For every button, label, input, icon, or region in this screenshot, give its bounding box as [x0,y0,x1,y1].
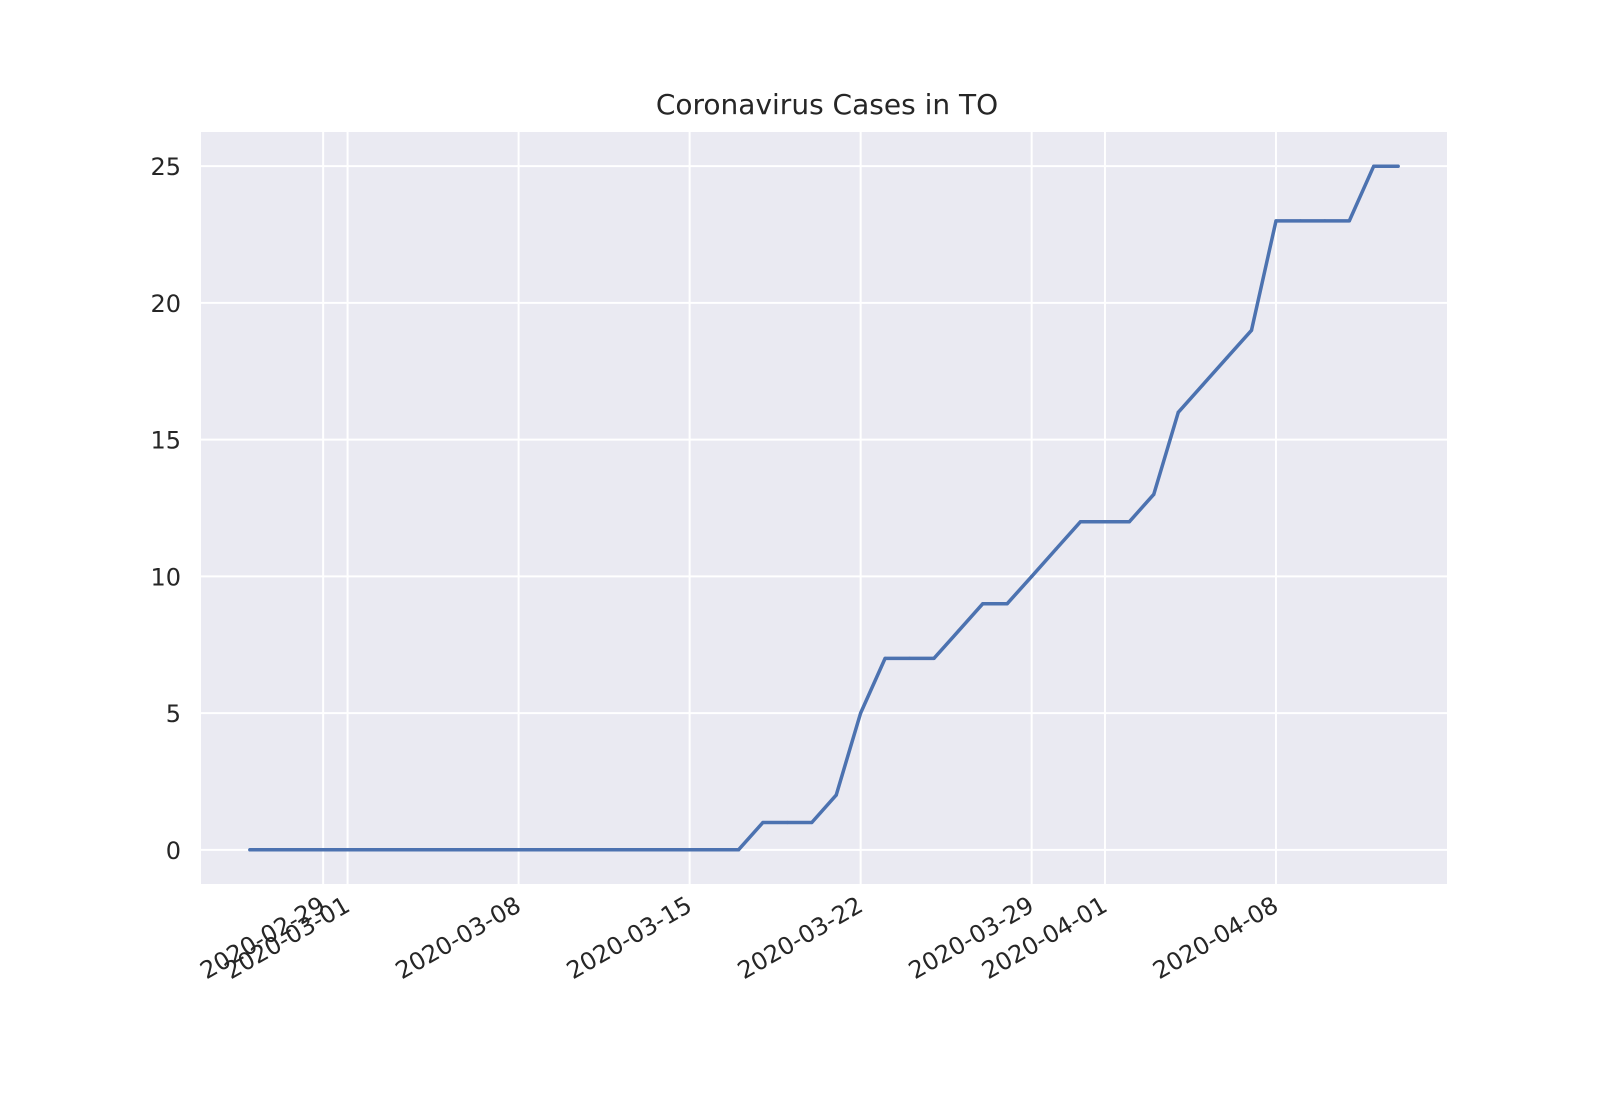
x-tick-label: 2020-03-22 [733,891,868,985]
x-tick-label: 2020-03-08 [391,891,526,985]
data-point [1030,574,1034,578]
data-point [419,848,423,852]
series-line [248,164,1400,852]
data-point [517,848,521,852]
data-point [663,848,667,852]
data-point [810,820,814,825]
data-point [736,848,741,852]
y-tick-label: 20 [150,290,181,318]
data-point [443,848,447,852]
data-point [907,656,912,661]
data-point [248,848,252,852]
y-tick-label: 10 [150,563,181,591]
data-point [297,848,301,852]
data-point [614,848,618,852]
data-point [1201,383,1205,387]
x-tick-label: 2020-04-08 [1148,891,1283,985]
data-point [1225,356,1229,360]
grid-lines [201,132,1447,884]
data-point [1372,164,1376,168]
data-point [785,820,789,825]
data-point [1078,520,1083,524]
data-point [981,602,985,606]
data-point [345,848,350,852]
data-point [883,656,887,661]
data-point [1298,219,1303,223]
data-point [1005,602,1009,606]
data-point [1347,219,1351,223]
chart-title: Coronavirus Cases in TO [656,88,998,121]
data-point [394,848,399,852]
data-point [761,820,765,825]
plot-area [201,132,1447,884]
data-point [834,793,838,797]
series-layer [248,164,1400,852]
y-tick-label: 15 [150,427,181,455]
data-point [1323,219,1327,223]
data-point [688,848,692,852]
y-tick-label: 5 [166,700,181,728]
data-point [272,848,276,852]
data-point [932,656,936,661]
data-point [1152,492,1156,496]
data-point [541,848,545,852]
x-tick-label: 2020-03-15 [562,891,697,985]
data-point [590,848,594,852]
data-point [565,848,570,852]
y-axis-ticks: 0 5 10 15 20 25 [150,153,181,865]
data-point [956,629,960,633]
data-point [492,848,496,852]
data-point [1396,164,1400,168]
data-point [468,848,472,852]
data-point [1054,547,1058,551]
y-tick-label: 25 [150,153,181,181]
y-tick-label: 0 [166,837,181,865]
data-point [321,848,325,852]
data-point [1127,520,1131,524]
data-point [639,848,643,852]
data-point [1176,410,1180,414]
data-point [1249,328,1254,332]
data-point [712,848,716,852]
data-point [1274,219,1278,223]
data-point [370,848,374,852]
data-point [859,711,863,715]
data-point [1103,520,1107,524]
